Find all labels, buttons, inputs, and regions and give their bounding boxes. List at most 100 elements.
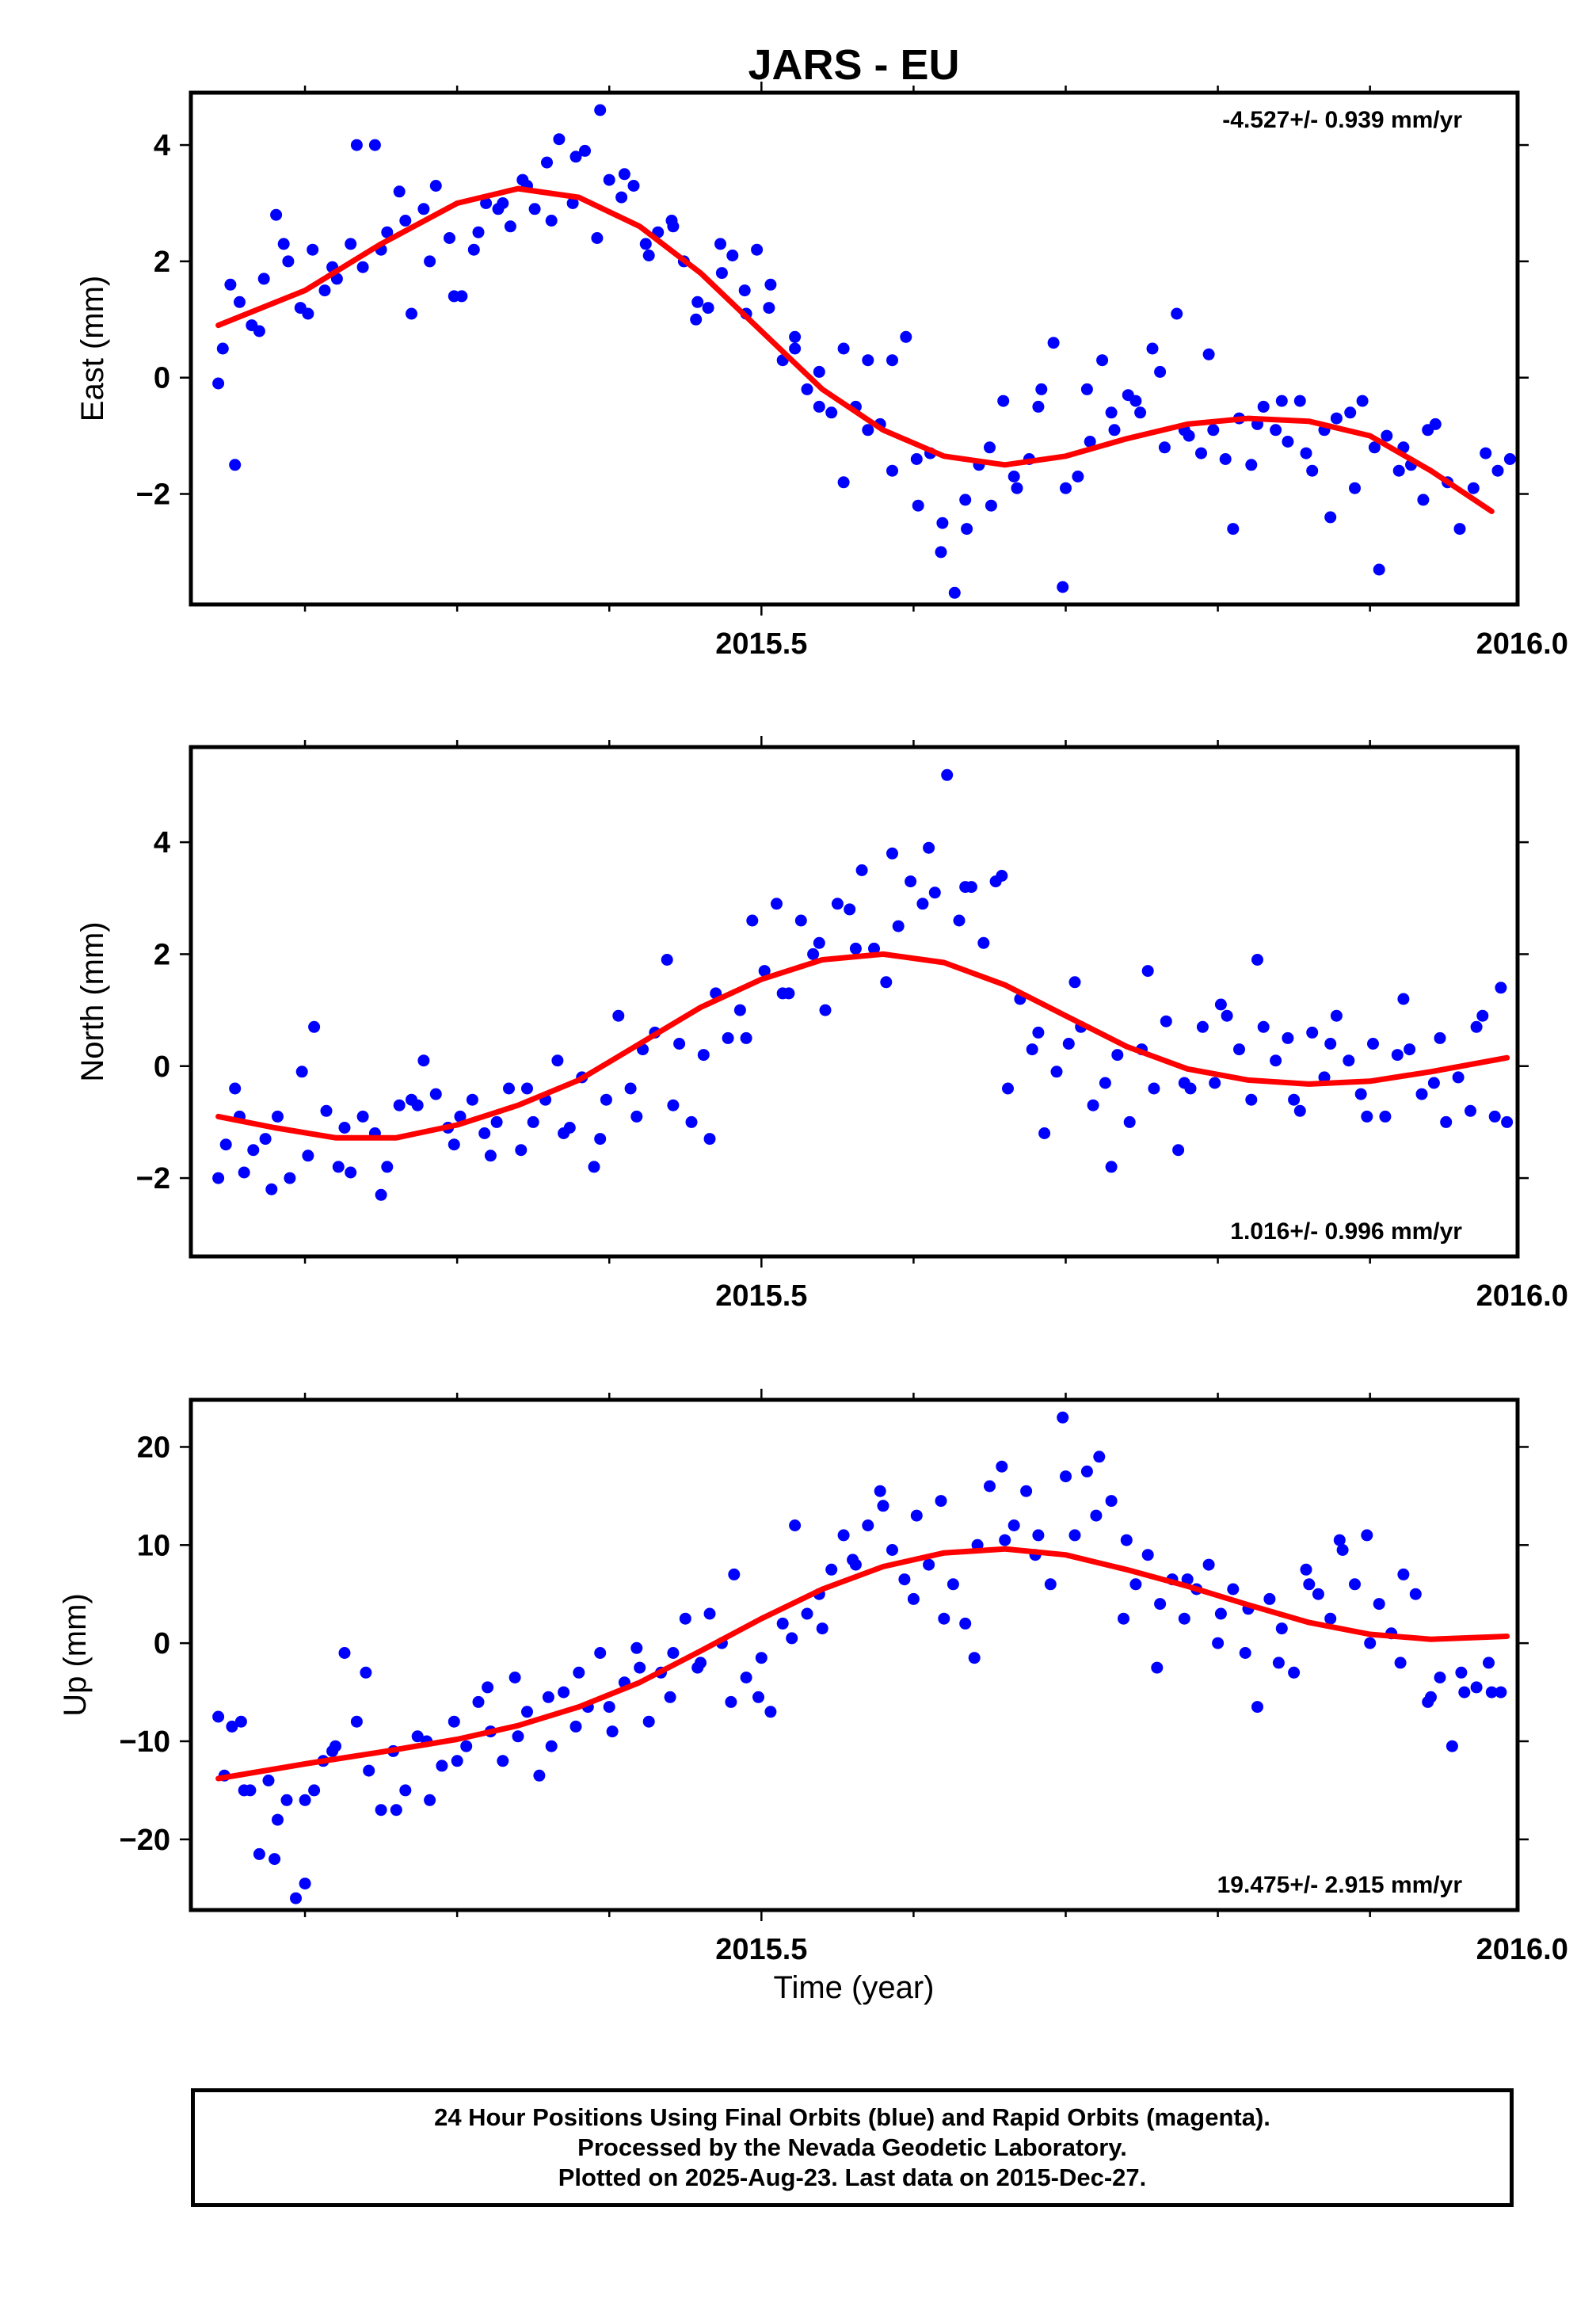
chart-title: JARS - EU — [748, 41, 959, 89]
north-data-point — [916, 898, 929, 910]
north-data-point — [1209, 1077, 1221, 1089]
east-data-point — [1158, 441, 1171, 454]
north-data-point — [393, 1099, 406, 1111]
up-data-point — [280, 1794, 293, 1806]
up-y-tick-label: −20 — [120, 1824, 170, 1857]
north-data-point — [308, 1020, 321, 1033]
east-data-point — [307, 243, 319, 256]
east-fit-curve — [215, 185, 1495, 514]
north-data-point — [345, 1166, 357, 1179]
east-data-point — [825, 406, 838, 419]
up-data-point — [460, 1740, 473, 1752]
up-data-point — [1397, 1568, 1410, 1580]
up-data-point — [238, 1784, 250, 1797]
up-data-point — [1202, 1558, 1215, 1571]
north-data-point — [1397, 993, 1410, 1005]
east-data-point — [1282, 436, 1294, 448]
up-data-point — [1080, 1465, 1093, 1477]
up-data-point — [269, 1853, 281, 1866]
east-rate-label: -4.527+/- 0.939 mm/yr — [1222, 107, 1462, 133]
east-data-point — [417, 203, 430, 215]
up-data-point — [776, 1617, 789, 1630]
north-data-point — [454, 1110, 467, 1123]
east-data-point — [368, 139, 381, 151]
up-panel: 2015.5 2016.0 −20 −10 0 10 20 Up (mm) 19.475+/- … — [58, 1389, 1568, 1966]
north-data-point — [849, 942, 862, 955]
north-data-point — [1452, 1071, 1465, 1084]
up-data-point — [1214, 1607, 1227, 1620]
up-data-point — [1093, 1451, 1106, 1463]
north-data-point — [813, 936, 825, 949]
east-data-point — [738, 284, 751, 297]
north-data-point — [1293, 1104, 1306, 1117]
up-data-point — [545, 1740, 558, 1752]
east-data-point — [627, 180, 640, 192]
north-data-point — [928, 886, 941, 899]
up-data-point — [1349, 1578, 1361, 1591]
up-data-point — [1118, 1612, 1129, 1625]
north-data-point — [527, 1115, 539, 1128]
up-data-point — [898, 1573, 911, 1586]
east-y-tick-label: 4 — [154, 129, 170, 162]
east-data-point — [726, 250, 739, 261]
up-frame — [189, 1397, 1520, 1912]
north-data-point — [332, 1161, 345, 1173]
east-data-point — [594, 104, 607, 116]
north-data-point — [1324, 1038, 1337, 1050]
east-data-point — [763, 302, 775, 315]
east-data-point — [642, 250, 655, 261]
up-data-point — [1312, 1588, 1324, 1600]
up-data-point — [1373, 1598, 1385, 1611]
up-data-point — [642, 1715, 655, 1728]
up-data-point — [664, 1691, 676, 1703]
up-data-point — [1020, 1485, 1033, 1497]
north-data-point — [320, 1104, 333, 1117]
north-data-point — [484, 1150, 497, 1162]
north-data-point — [521, 1082, 533, 1095]
x-axis-label: Time (year) — [774, 1970, 935, 2005]
east-data-point — [912, 499, 924, 512]
east-data-point — [234, 295, 246, 308]
north-data-point — [1111, 1049, 1124, 1062]
north-data-point — [1367, 1038, 1379, 1050]
up-fit-curve — [215, 1546, 1510, 1782]
north-data-point — [1050, 1066, 1063, 1078]
up-data-point — [448, 1715, 460, 1728]
up-data-point — [910, 1509, 923, 1522]
north-data-point — [996, 870, 1008, 882]
north-data-point — [247, 1144, 260, 1157]
east-data-point — [1195, 447, 1207, 459]
east-data-point — [639, 238, 652, 250]
up-data-point — [603, 1701, 615, 1714]
north-data-point — [1032, 1026, 1045, 1039]
north-data-point — [1105, 1161, 1118, 1173]
north-data-point — [238, 1166, 250, 1179]
east-data-point — [1471, 0, 1483, 6]
east-data-point — [1349, 482, 1361, 494]
up-data-point — [1151, 1661, 1164, 1674]
up-data-point — [1239, 1647, 1251, 1659]
up-data-point — [363, 1764, 375, 1777]
up-data-point — [451, 1755, 463, 1767]
north-data-point — [892, 920, 905, 932]
east-data-point — [714, 238, 726, 250]
up-data-point — [399, 1784, 412, 1797]
north-x-tick-label: 2015.5 — [715, 1279, 807, 1313]
up-data-point — [338, 1647, 351, 1659]
up-data-point — [424, 1794, 436, 1806]
east-data-point — [504, 220, 516, 233]
east-data-point — [961, 523, 973, 536]
north-data-point — [667, 1099, 680, 1111]
up-data-point — [542, 1691, 554, 1703]
east-data-point — [764, 278, 777, 291]
up-data-point — [262, 1775, 275, 1786]
north-data-point — [448, 1138, 460, 1151]
up-data-point — [1275, 1622, 1288, 1635]
north-data-point — [1391, 1049, 1404, 1062]
north-data-point — [1214, 998, 1227, 1011]
up-data-point — [226, 1720, 238, 1733]
east-data-point — [1446, 0, 1458, 6]
north-data-point — [1068, 976, 1081, 989]
up-data-point — [1300, 1563, 1312, 1576]
north-data-point — [776, 987, 789, 1000]
